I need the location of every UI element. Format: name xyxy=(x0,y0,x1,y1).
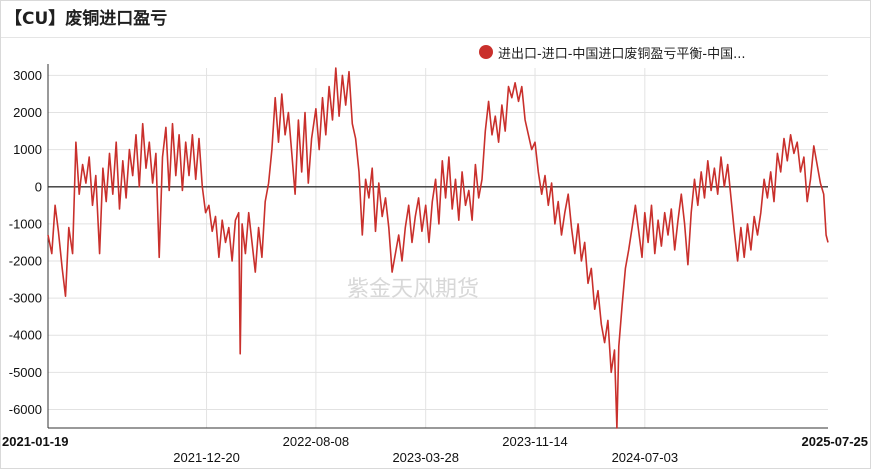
watermark: 紫金天风期货 xyxy=(347,277,479,302)
legend-marker-icon xyxy=(479,45,493,59)
axes: 3000 2000 1000 0 -1000 -2000 -3000 -4000 -5000 -6… xyxy=(2,64,868,465)
y-tick-label: -2000 xyxy=(9,253,42,268)
chart-title: 【CU】废铜进口盈亏 xyxy=(5,9,168,29)
y-tick-label: 0 xyxy=(35,179,42,194)
y-tick-label: -5000 xyxy=(9,365,42,380)
y-tick-label: -4000 xyxy=(9,328,42,343)
series-line-0 xyxy=(47,67,829,429)
x-tick-label: 2021-01-19 xyxy=(2,434,69,449)
legend-series-label: 进出口-进口-中国进口废铜盈亏平衡-中国... xyxy=(498,46,746,62)
y-tick-label: -1000 xyxy=(9,216,42,231)
x-tick-label: 2023-03-28 xyxy=(392,450,459,465)
title-divider xyxy=(1,37,870,38)
series-layer xyxy=(47,67,829,429)
y-tick-label: 2000 xyxy=(13,105,42,120)
legend[interactable]: 进出口-进口-中国进口废铜盈亏平衡-中国... xyxy=(479,41,745,63)
x-tick-label: 2021-12-20 xyxy=(173,450,240,465)
x-tick-label: 2025-07-25 xyxy=(802,434,869,449)
grid-lines xyxy=(48,68,828,428)
x-tick-label: 2024-07-03 xyxy=(612,450,679,465)
x-tick-label: 2023-11-14 xyxy=(502,434,568,449)
y-tick-label: 3000 xyxy=(13,68,42,83)
x-tick-label: 2022-08-08 xyxy=(283,434,350,449)
y-tick-label: -6000 xyxy=(9,402,42,417)
y-tick-label: -3000 xyxy=(9,291,42,306)
y-tick-label: 1000 xyxy=(13,142,42,157)
